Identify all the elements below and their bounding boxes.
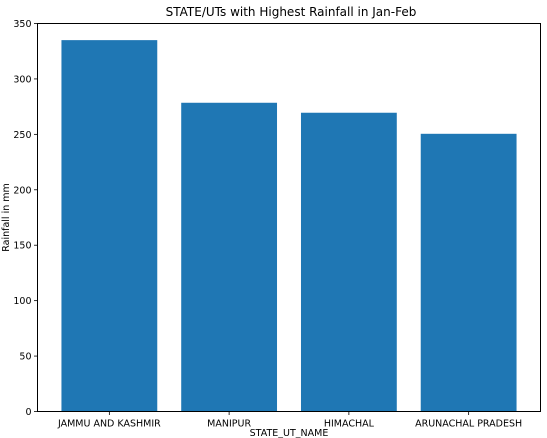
y-tick-label: 0 (25, 407, 31, 418)
y-tick-label: 200 (13, 185, 31, 196)
bar-himachal (300, 112, 397, 412)
x-axis: JAMMU AND KASHMIR MANIPUR HIMACHAL ARUNACHA… (57, 411, 522, 430)
y-axis: 0 50 100 150 200 250 300 350 (13, 19, 38, 418)
y-tick-label: 350 (13, 19, 31, 30)
y-axis-label: Rainfall in mm (1, 183, 12, 252)
bar-arunachal-pradesh (420, 133, 517, 412)
bar-jammu-and-kashmir (61, 40, 158, 412)
y-tick-label: 250 (13, 130, 31, 141)
y-tick-label: 150 (13, 241, 31, 252)
x-tick-label: ARUNACHAL PRADESH (415, 419, 522, 430)
bars-group (61, 40, 517, 412)
y-tick-label: 300 (13, 74, 31, 85)
bar-manipur (181, 102, 278, 412)
y-tick-label: 100 (13, 296, 31, 307)
x-tick-label: HIMACHAL (324, 419, 375, 430)
y-tick-label: 50 (19, 352, 31, 363)
plot-frame (37, 23, 541, 412)
x-tick-label: JAMMU AND KASHMIR (57, 419, 161, 430)
x-axis-label: STATE_UT_NAME (250, 428, 329, 438)
chart-title: STATE/UTs with Highest Rainfall in Jan-F… (166, 5, 417, 19)
x-tick-label: MANIPUR (207, 419, 251, 430)
